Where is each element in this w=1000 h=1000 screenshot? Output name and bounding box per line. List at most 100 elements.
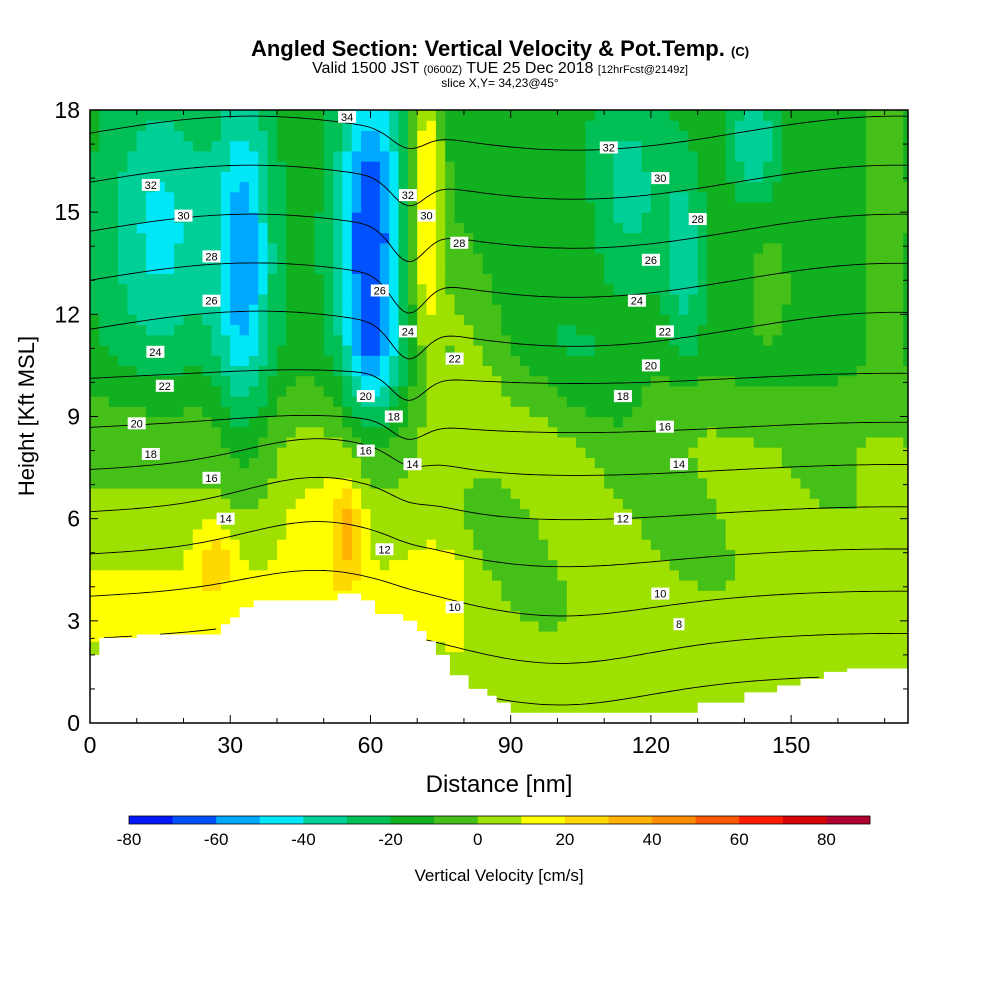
field-cell <box>473 181 484 193</box>
field-cell <box>146 355 156 366</box>
field-cell <box>641 110 652 121</box>
field-cell <box>781 549 792 561</box>
field-cell <box>604 110 615 121</box>
field-cell <box>744 222 755 234</box>
field-cell <box>305 477 315 489</box>
field-cell <box>342 161 353 172</box>
field-cell <box>604 355 615 366</box>
field-cell <box>183 477 194 489</box>
field-cell <box>286 293 297 305</box>
field-cell <box>370 406 381 418</box>
field-cell <box>632 232 643 244</box>
field-cell <box>501 110 512 121</box>
field-cell <box>576 120 586 131</box>
field-cell <box>239 345 250 356</box>
field-cell <box>482 201 493 213</box>
field-cell <box>510 191 521 203</box>
field-cell <box>248 304 259 315</box>
field-cell <box>183 569 194 581</box>
field-cell <box>501 232 512 244</box>
field-cell <box>613 110 624 121</box>
field-cell <box>379 273 390 285</box>
field-cell <box>99 130 110 142</box>
field-cell <box>679 467 689 479</box>
field-cell <box>828 641 839 653</box>
field-cell <box>463 253 474 264</box>
field-cell <box>725 641 736 653</box>
field-cell <box>127 620 138 632</box>
field-cell <box>90 508 100 520</box>
field-cell <box>445 559 456 571</box>
field-cell <box>174 263 184 274</box>
field-cell <box>454 488 465 499</box>
field-cell <box>417 549 428 561</box>
field-cell <box>501 610 512 622</box>
field-cell <box>407 569 418 581</box>
field-cell <box>473 528 484 540</box>
field-cell <box>407 212 418 223</box>
field-cell <box>772 140 783 152</box>
field-cell <box>183 161 194 172</box>
field-cell <box>361 508 371 520</box>
field-cell <box>809 477 820 489</box>
field-cell <box>650 436 661 448</box>
field-cell <box>454 130 465 142</box>
field-cell <box>809 569 820 581</box>
field-cell <box>445 385 456 397</box>
field-cell <box>697 539 708 550</box>
field-cell <box>314 365 325 377</box>
field-cell <box>800 161 811 172</box>
slice-text: slice X,Y= 34,23@45° <box>441 76 559 90</box>
field-cell <box>688 457 699 469</box>
field-cell <box>192 447 203 458</box>
field-cell <box>576 549 586 561</box>
field-cell <box>295 110 306 121</box>
field-cell <box>809 375 820 387</box>
field-cell <box>398 314 409 326</box>
field-cell <box>538 702 549 714</box>
field-cell <box>660 396 671 407</box>
field-cell <box>688 610 699 622</box>
field-cell <box>230 518 241 530</box>
field-cell <box>389 426 400 438</box>
field-cell <box>520 130 530 142</box>
field-cell <box>576 140 586 152</box>
field-cell <box>529 580 540 591</box>
field-cell <box>333 457 343 469</box>
field-cell <box>557 488 568 499</box>
field-cell <box>127 569 138 581</box>
field-cell <box>538 385 549 397</box>
field-cell <box>660 528 671 540</box>
field-cell <box>146 191 156 203</box>
field-cell <box>127 355 138 366</box>
field-cell <box>697 569 708 581</box>
field-cell <box>192 518 203 530</box>
field-cell <box>323 232 334 244</box>
field-cell <box>613 498 624 509</box>
field-cell <box>426 396 437 407</box>
field-cell <box>594 293 605 305</box>
field-cell <box>585 600 596 612</box>
field-cell <box>520 528 530 540</box>
field-cell <box>763 549 773 561</box>
field-cell <box>407 140 418 152</box>
field-cell <box>763 406 773 418</box>
field-cell <box>389 110 400 121</box>
field-cell <box>314 569 325 581</box>
field-cell <box>155 232 166 244</box>
field-cell <box>865 661 876 673</box>
field-cell <box>305 314 315 326</box>
field-cell <box>127 447 138 458</box>
field-cell <box>763 396 773 407</box>
field-cell <box>305 150 315 162</box>
field-cell <box>856 365 867 377</box>
field-cell <box>725 242 736 254</box>
field-cell <box>847 150 858 162</box>
field-cell <box>557 293 568 305</box>
field-cell <box>248 590 259 601</box>
field-cell <box>174 120 184 131</box>
field-cell <box>202 263 213 274</box>
field-cell <box>585 518 596 530</box>
field-cell <box>772 426 783 438</box>
field-cell <box>856 304 867 315</box>
